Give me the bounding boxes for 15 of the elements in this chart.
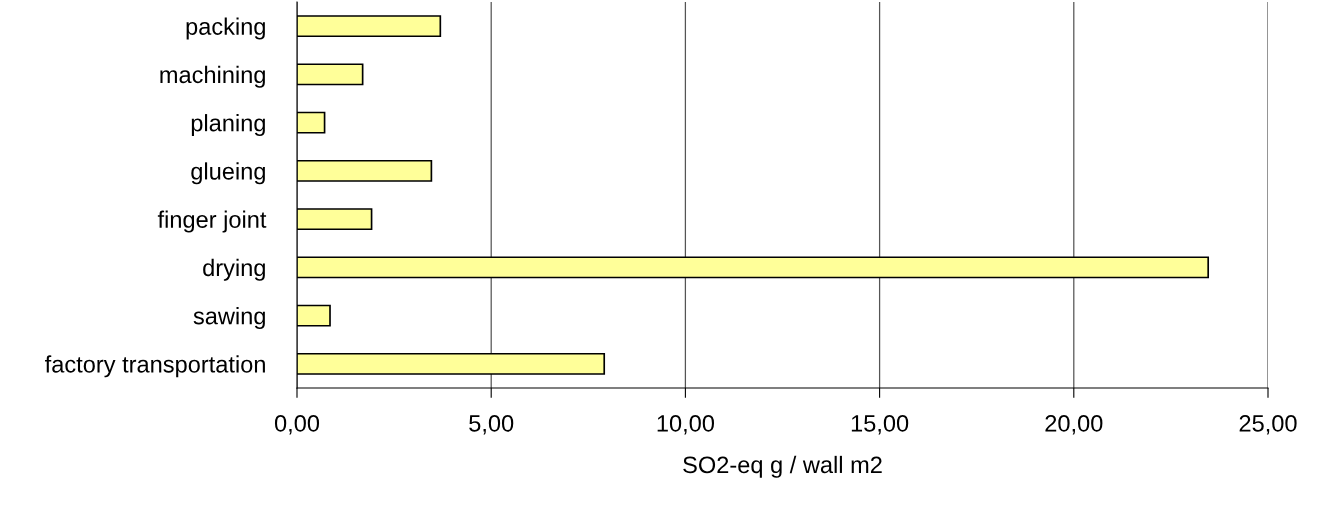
y-tick-label: factory transportation	[45, 355, 265, 378]
y-tick-label: sawing	[193, 307, 265, 330]
y-tick-label: planing	[191, 114, 265, 137]
x-tick-label: 0,00	[274, 415, 320, 435]
y-tick-label: finger joint	[157, 210, 267, 233]
x-tick-label: 5,00	[469, 415, 514, 435]
y-tick-label: packing	[186, 17, 265, 40]
x-axis-title: SO2-eq g / wall m2	[683, 455, 882, 478]
x-tick-label: 10,00	[657, 415, 715, 435]
x-tick-label: 25,00	[1239, 415, 1297, 435]
x-tick-label: 20,00	[1045, 415, 1103, 435]
y-tick-label: drying	[203, 258, 265, 281]
x-tick-label: 15,00	[851, 415, 909, 435]
y-tick-label: glueing	[191, 162, 265, 185]
y-tick-label: machining	[160, 65, 265, 88]
